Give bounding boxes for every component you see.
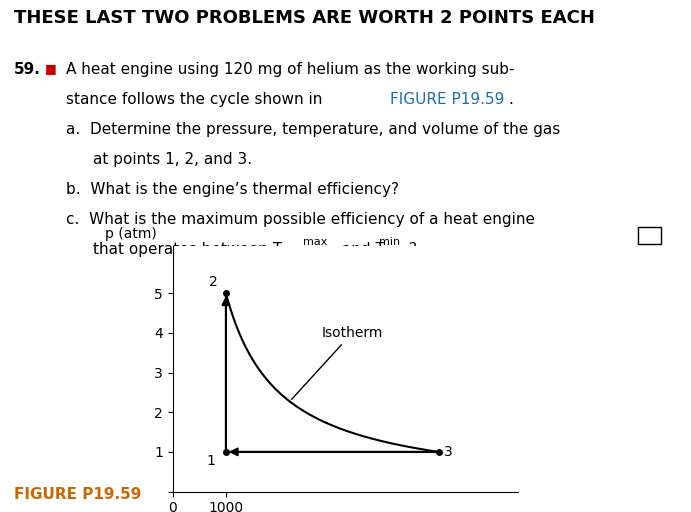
- Bar: [638, 227, 661, 244]
- Text: THESE LAST TWO PROBLEMS ARE WORTH 2 POINTS EACH: THESE LAST TWO PROBLEMS ARE WORTH 2 POIN…: [14, 9, 595, 27]
- Text: FIGURE P19.59: FIGURE P19.59: [14, 487, 141, 502]
- Y-axis label: p (atm): p (atm): [106, 227, 157, 241]
- Text: c.  What is the maximum possible efficiency of a heat engine: c. What is the maximum possible efficien…: [66, 212, 535, 227]
- Text: 59.: 59.: [14, 62, 41, 77]
- Text: that operates between T: that operates between T: [93, 242, 283, 257]
- Text: A heat engine using 120 mg of helium as the working sub-: A heat engine using 120 mg of helium as …: [66, 62, 514, 77]
- Text: 3: 3: [444, 445, 453, 459]
- Text: a.  Determine the pressure, temperature, and volume of the gas: a. Determine the pressure, temperature, …: [66, 122, 560, 137]
- Text: b.  What is the engine’s thermal efficiency?: b. What is the engine’s thermal efficien…: [66, 182, 399, 197]
- Text: 1: 1: [207, 454, 216, 468]
- Text: max: max: [303, 238, 327, 247]
- Text: at points 1, 2, and 3.: at points 1, 2, and 3.: [93, 152, 252, 167]
- Text: 2: 2: [209, 275, 218, 289]
- Text: stance follows the cycle shown in: stance follows the cycle shown in: [66, 92, 327, 107]
- Text: min: min: [379, 238, 400, 247]
- Text: .: .: [508, 92, 513, 107]
- Text: and T: and T: [337, 242, 385, 257]
- Text: ■: ■: [45, 62, 57, 75]
- Text: ?: ?: [409, 242, 417, 257]
- Text: Isotherm: Isotherm: [292, 326, 383, 399]
- Text: FIGURE P19.59: FIGURE P19.59: [390, 92, 505, 107]
